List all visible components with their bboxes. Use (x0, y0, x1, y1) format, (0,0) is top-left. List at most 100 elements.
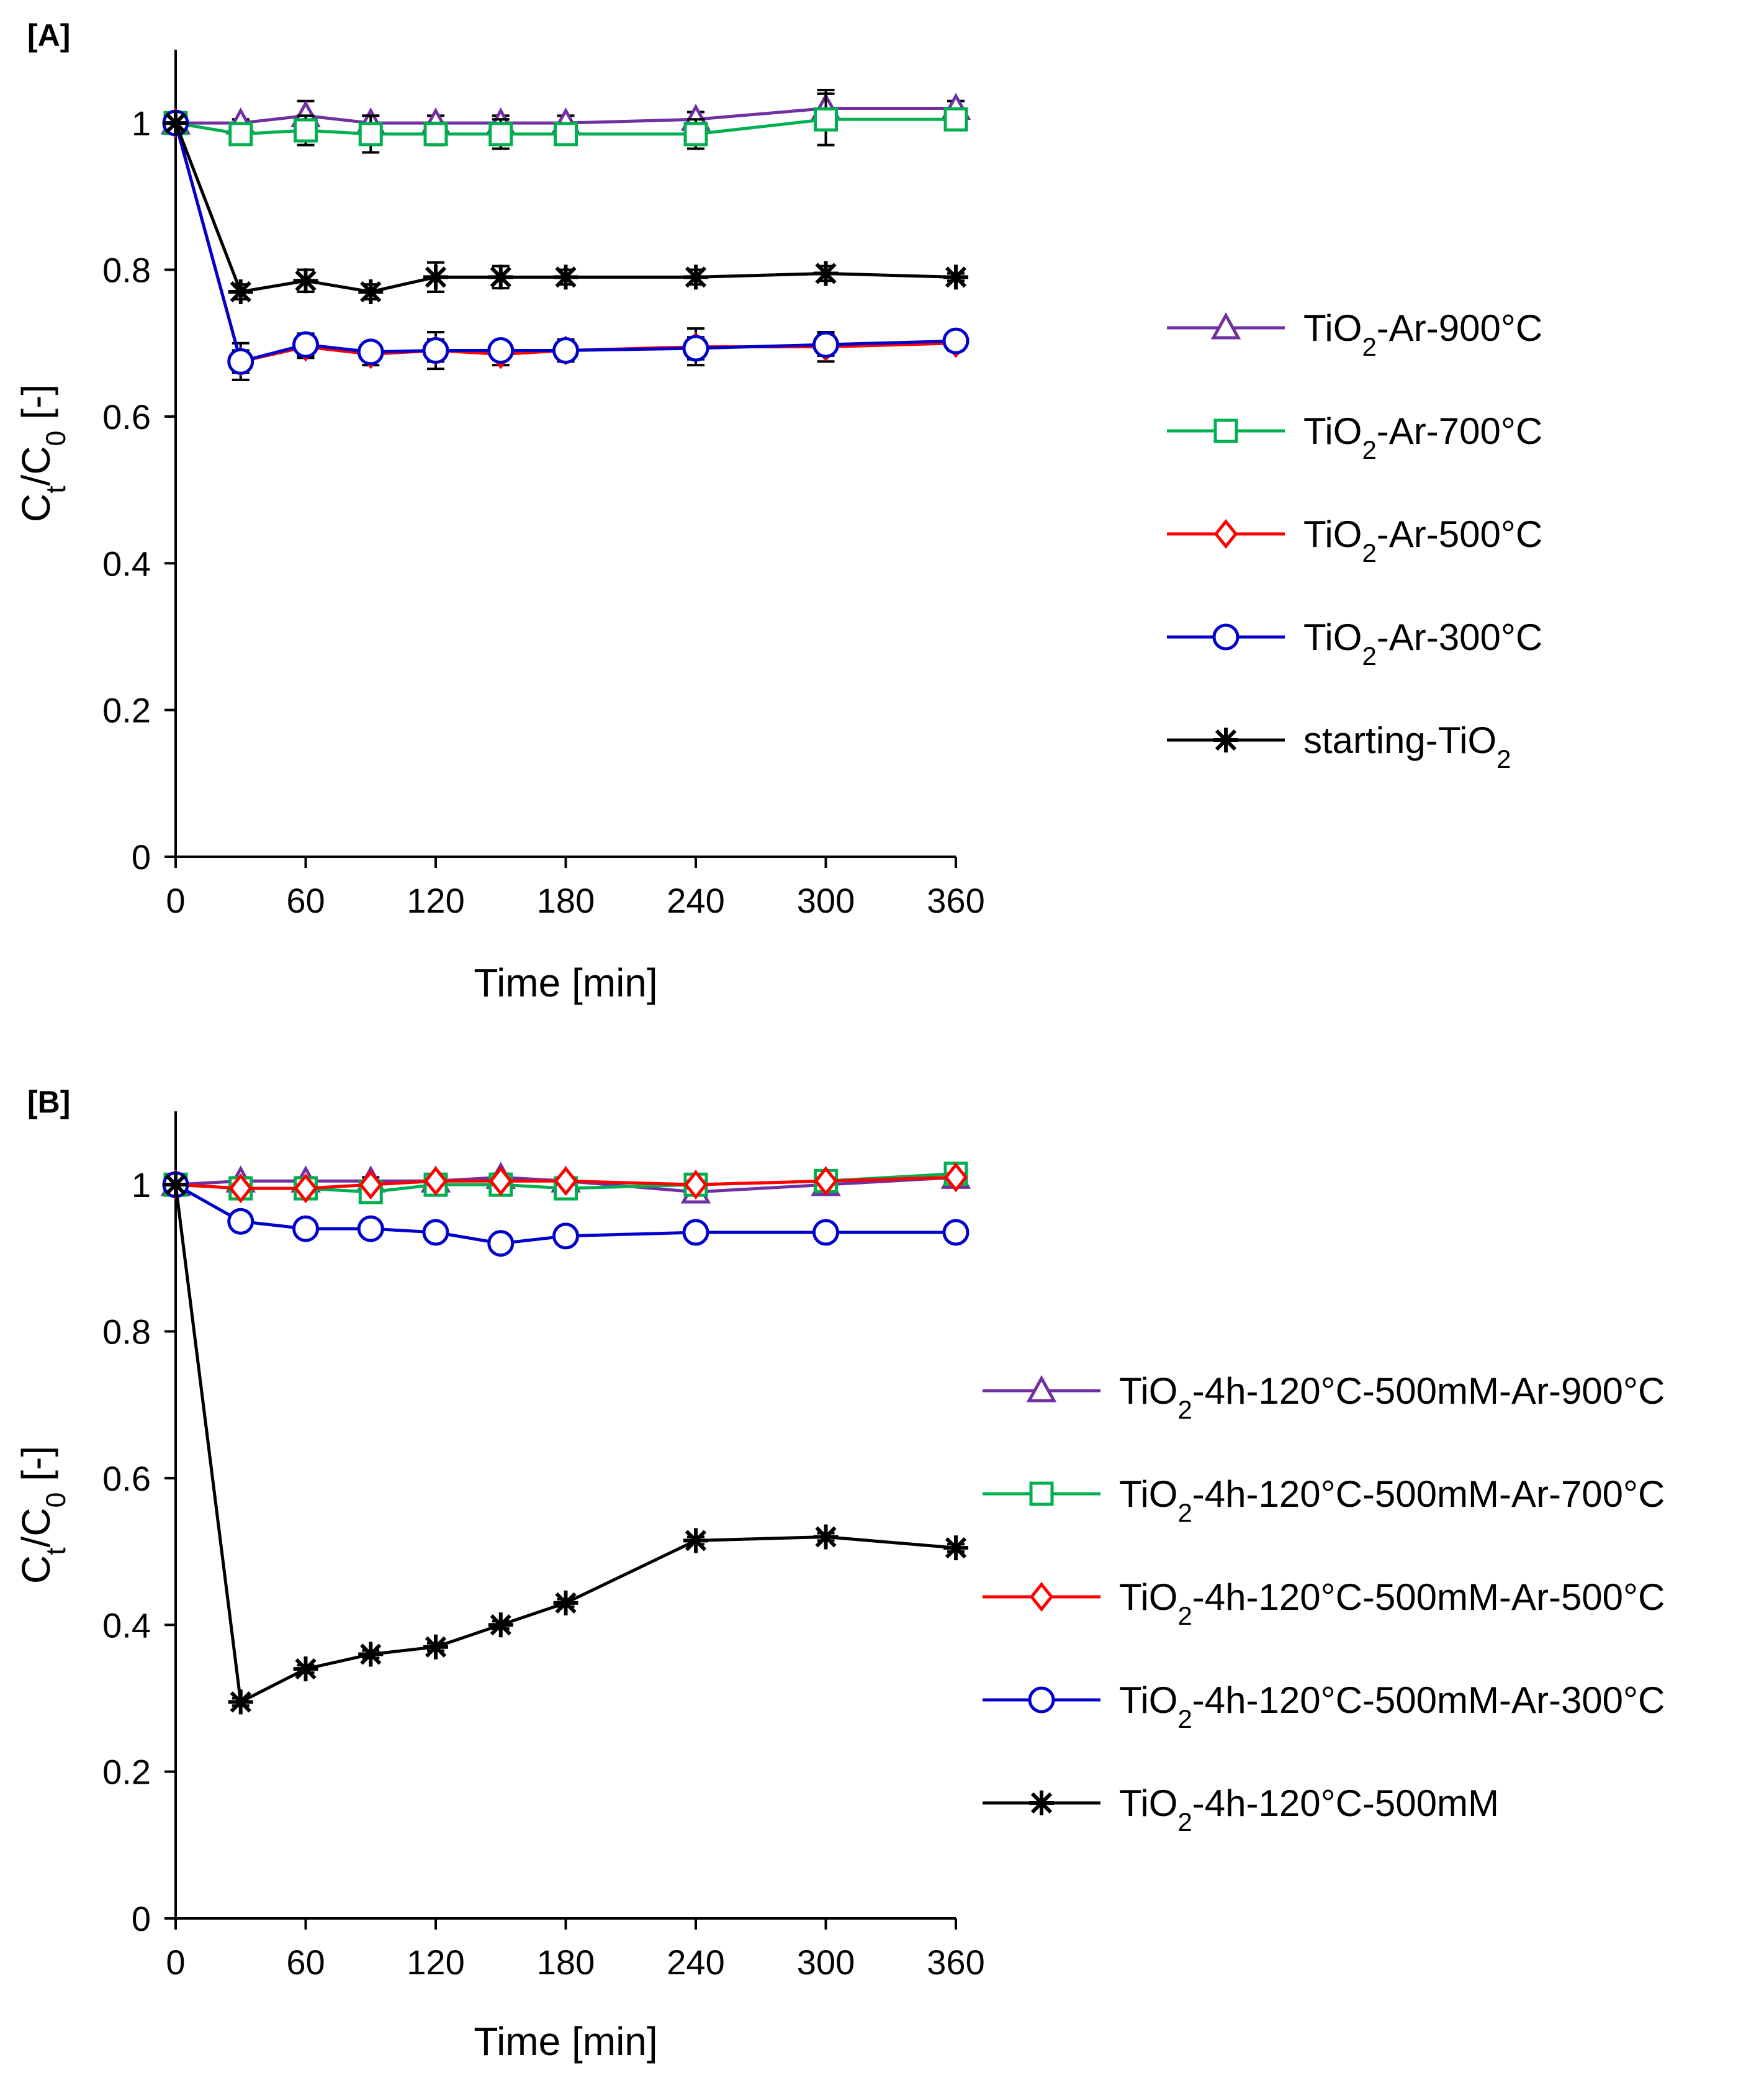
legend-label: TiO2-Ar-500°C (1303, 513, 1542, 567)
data-point (814, 1166, 838, 1196)
data-point (227, 348, 254, 375)
legend-marker (1213, 728, 1238, 752)
series-5 (163, 1172, 968, 1715)
y-axis-title: Ct/C0 [-] (14, 384, 71, 522)
data-point (228, 1173, 253, 1204)
data-point (423, 1166, 448, 1196)
data-point (488, 1612, 513, 1638)
y-tick-label: 0.4 (102, 544, 151, 583)
x-tick-label: 180 (537, 881, 595, 920)
legend-label: TiO2-4h-120°C-500mM (1119, 1782, 1499, 1836)
legend-marker (1029, 1581, 1054, 1612)
data-point (554, 122, 578, 147)
data-point (359, 1170, 383, 1200)
data-point (552, 337, 579, 364)
x-tick-label: 120 (407, 881, 464, 920)
data-point (813, 261, 839, 286)
series-line (174, 122, 956, 364)
y-axis-title: Ct/C0 [-] (14, 1446, 71, 1584)
data-point (943, 1535, 968, 1561)
legend-label: TiO2-Ar-900°C (1303, 307, 1542, 361)
series-2 (163, 92, 968, 154)
series-line (175, 1175, 956, 1194)
data-point (487, 1230, 515, 1257)
legend-entry: TiO2-4h-120°C-500mM-Ar-900°C (983, 1370, 1665, 1424)
data-point (814, 107, 838, 132)
data-point (358, 1642, 384, 1667)
data-point (422, 1219, 449, 1246)
legend-entry: TiO2-Ar-500°C (1167, 513, 1542, 567)
data-point (357, 338, 384, 366)
data-point (228, 1689, 253, 1715)
data-point (683, 122, 708, 147)
legend-label: starting-TiO2 (1303, 720, 1511, 774)
data-point (813, 1524, 839, 1550)
data-point (553, 1590, 578, 1615)
y-tick-label: 1 (132, 1165, 151, 1204)
y-tick-label: 0 (132, 838, 151, 877)
data-point (292, 331, 319, 358)
series-4 (162, 109, 970, 375)
data-point (682, 1219, 709, 1246)
x-tick-label: 60 (286, 1943, 325, 1982)
series-5 (163, 111, 968, 304)
legend-marker (1213, 518, 1238, 549)
x-tick-label: 120 (407, 1943, 464, 1982)
data-point (812, 331, 839, 358)
data-point (293, 1656, 318, 1682)
y-tick-label: 0.2 (102, 1753, 151, 1792)
data-point (488, 122, 513, 147)
y-tick-label: 0.2 (102, 691, 151, 730)
data-point (553, 264, 578, 290)
y-tick-label: 1 (132, 104, 151, 143)
x-axis-title: Time [min] (474, 960, 657, 1005)
x-tick-label: 180 (537, 1943, 595, 1982)
data-point (358, 122, 383, 147)
legend-label: TiO2-4h-120°C-500mM-Ar-900°C (1119, 1370, 1665, 1424)
y-tick-label: 0.8 (102, 1312, 151, 1352)
data-point (943, 107, 968, 132)
data-point (488, 1166, 513, 1196)
legend-label: TiO2-4h-120°C-500mM-Ar-500°C (1119, 1576, 1665, 1630)
data-point (423, 122, 448, 147)
x-tick-label: 300 (797, 881, 855, 920)
series-line (174, 1184, 956, 1705)
data-point (683, 1528, 708, 1553)
data-point (942, 1219, 970, 1246)
x-tick-label: 300 (797, 1943, 855, 1982)
legend-marker (1028, 1686, 1055, 1714)
legend-label: TiO2-4h-120°C-500mM-Ar-300°C (1119, 1679, 1665, 1733)
y-tick-label: 0.6 (102, 397, 151, 436)
panel-b: [B] 0 0.2 0.4 0.6 0.8 1 0 60 120 180 240 300 360 Time … (14, 1085, 1665, 2064)
x-tick-label: 360 (927, 881, 984, 920)
data-point (294, 118, 318, 143)
legend-entry: TiO2-4h-120°C-500mM-Ar-700°C (983, 1473, 1665, 1527)
legend-label: TiO2-Ar-700°C (1303, 410, 1542, 464)
x-tick-label: 0 (166, 1943, 185, 1982)
data-point (943, 264, 968, 290)
data-point (554, 1166, 578, 1196)
legend-label: TiO2-4h-120°C-500mM-Ar-700°C (1119, 1473, 1665, 1527)
data-point (682, 335, 709, 362)
legend-marker (1029, 1481, 1054, 1506)
series-line (175, 117, 956, 136)
data-point (423, 1634, 448, 1660)
panel-label: [B] (27, 1085, 70, 1119)
legend-marker (1213, 418, 1238, 443)
data-point (812, 1219, 839, 1246)
legend-marker (1210, 312, 1241, 340)
legend-marker (1212, 623, 1240, 651)
panel-a: [A] 0 0.2 0.4 0.6 0.8 1 0 60 120 180 240 300 360 Time … (14, 18, 1542, 1005)
x-tick-label: 0 (166, 881, 185, 920)
y-tick-label: 0 (132, 1899, 151, 1938)
legend-label: TiO2-Ar-300°C (1303, 616, 1542, 671)
data-point (294, 1173, 318, 1204)
data-point (358, 279, 384, 304)
x-tick-label: 240 (667, 1943, 724, 1982)
legend-entry: TiO2-4h-120°C-500mM-Ar-500°C (983, 1576, 1665, 1630)
legend-entry: TiO2-Ar-700°C (1167, 410, 1542, 464)
legend-entry: TiO2-4h-120°C-500mM-Ar-300°C (983, 1679, 1665, 1733)
legend-marker (1029, 1791, 1054, 1815)
data-point (423, 264, 448, 290)
